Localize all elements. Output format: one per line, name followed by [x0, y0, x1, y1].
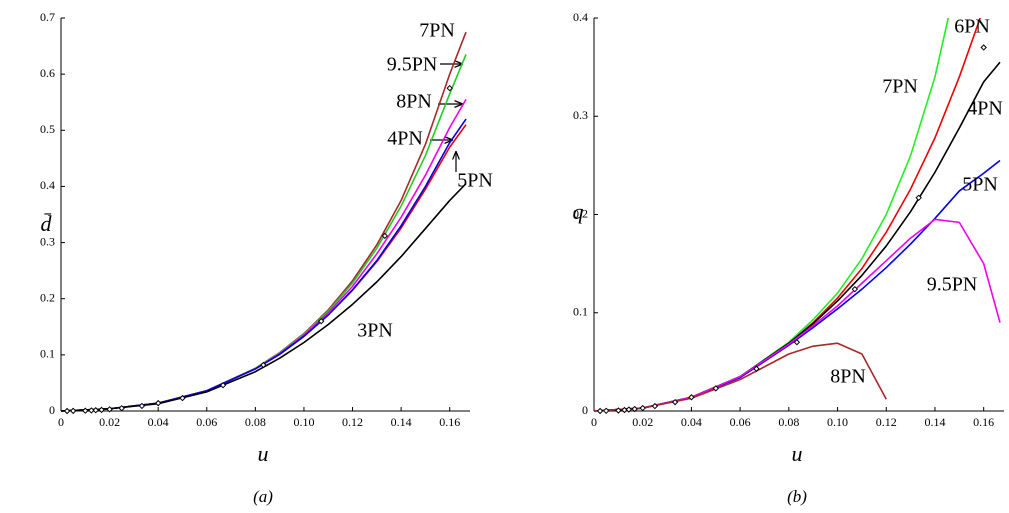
data-point — [446, 84, 453, 92]
x-tick-label: 0.14 — [391, 415, 412, 429]
y-tick-label: 0 — [49, 403, 55, 417]
series-label: 3PN — [357, 320, 393, 342]
data-point — [625, 406, 633, 413]
series-line — [594, 61, 1001, 412]
y-tick-label: 0.5 — [40, 122, 55, 136]
data-point — [753, 365, 760, 372]
series-line — [594, 18, 982, 412]
data-point — [915, 194, 922, 202]
x-tick-label: 0.10 — [293, 415, 314, 429]
x-tick-label: 0.14 — [924, 415, 945, 429]
series-label: 4PN — [967, 98, 1003, 120]
data-point — [260, 361, 267, 369]
data-point — [63, 407, 71, 415]
y-axis-label: d̄ — [41, 211, 53, 236]
y-axis-label: q — [573, 199, 584, 224]
series-label: 4PN — [387, 128, 423, 150]
data-point — [602, 407, 610, 415]
x-tick-label: 0.02 — [99, 415, 120, 429]
data-point — [92, 407, 99, 414]
caption: (a) — [253, 487, 273, 506]
data-point — [639, 404, 646, 412]
x-tick-label: 0.04 — [681, 415, 702, 429]
data-point — [631, 405, 638, 413]
y-tick-label: 0.2 — [40, 290, 55, 304]
data-point — [118, 404, 125, 412]
y-tick-label: 0.3 — [573, 108, 588, 122]
y-tick-label: 0.3 — [40, 234, 55, 248]
x-tick-label: 0 — [58, 415, 64, 429]
x-tick-label: 0 — [591, 415, 597, 429]
data-point — [98, 406, 105, 414]
series-line — [594, 218, 1001, 412]
data-point — [82, 407, 89, 414]
y-tick-label: 0.4 — [573, 10, 588, 24]
y-tick-label: 0.1 — [40, 347, 55, 361]
data-point — [138, 402, 146, 410]
data-point — [651, 402, 659, 410]
x-tick-label: 0.02 — [632, 415, 653, 429]
y-tick-label: 0.7 — [40, 10, 55, 24]
series-label: 8PN — [830, 366, 866, 388]
series-line — [594, 18, 950, 412]
data-point — [88, 407, 95, 414]
plot-area — [594, 18, 1001, 412]
data-point — [106, 406, 113, 413]
y-tick-label: 0.4 — [40, 178, 55, 192]
y-tick-label: 0.6 — [40, 66, 55, 80]
series-label: 5PN — [962, 174, 998, 196]
x-tick-label: 0.04 — [148, 415, 169, 429]
y-tick-label: 0.2 — [573, 206, 588, 220]
series-label: 5PN — [457, 170, 493, 192]
data-point — [596, 407, 604, 415]
x-axis-label: u — [792, 441, 803, 466]
x-tick-label: 0.06 — [196, 415, 217, 429]
data-point — [712, 385, 719, 392]
x-tick-label: 0.16 — [973, 415, 994, 429]
data-point — [851, 285, 859, 293]
series-label: 8PN — [396, 91, 432, 113]
x-tick-label: 0.06 — [730, 415, 751, 429]
data-point — [793, 339, 801, 346]
series-label: 7PN — [419, 20, 455, 42]
data-point — [219, 381, 227, 389]
y-tick-label: 0.1 — [573, 305, 588, 319]
x-tick-label: 0.12 — [876, 415, 897, 429]
panel: 0 0.02 0.04 0.06 0.08 0.10 0.12 0.14 0.16 0 0.1 0.2… — [573, 10, 1004, 506]
data-point — [381, 232, 389, 240]
plot-area — [61, 31, 467, 412]
data-point — [980, 44, 987, 51]
caption: (b) — [787, 487, 807, 506]
data-point — [154, 399, 162, 407]
data-point — [671, 398, 679, 406]
panel: 0 0.02 0.04 0.06 0.08 0.10 0.12 0.14 0.16 0 0.1 0.2… — [40, 10, 493, 506]
series-line — [594, 342, 887, 412]
x-tick-label: 0.08 — [245, 415, 266, 429]
x-tick-label: 0.16 — [439, 415, 460, 429]
series-line — [61, 183, 467, 412]
x-tick-label: 0.12 — [342, 415, 363, 429]
data-point — [615, 407, 622, 414]
data-point — [317, 317, 325, 325]
annotation-arrows — [430, 64, 462, 172]
data-point — [688, 394, 695, 401]
series-label: 9.5PN — [927, 274, 978, 296]
series-label: 9.5PN — [387, 54, 438, 76]
data-point — [69, 407, 77, 415]
x-tick-label: 0.08 — [778, 415, 799, 429]
data-point — [179, 394, 186, 402]
series-label: 6PN — [954, 16, 990, 38]
x-axis-label: u — [258, 441, 269, 466]
series-label: 7PN — [882, 76, 918, 98]
x-tick-label: 0.10 — [827, 415, 848, 429]
y-tick-label: 0 — [582, 403, 588, 417]
